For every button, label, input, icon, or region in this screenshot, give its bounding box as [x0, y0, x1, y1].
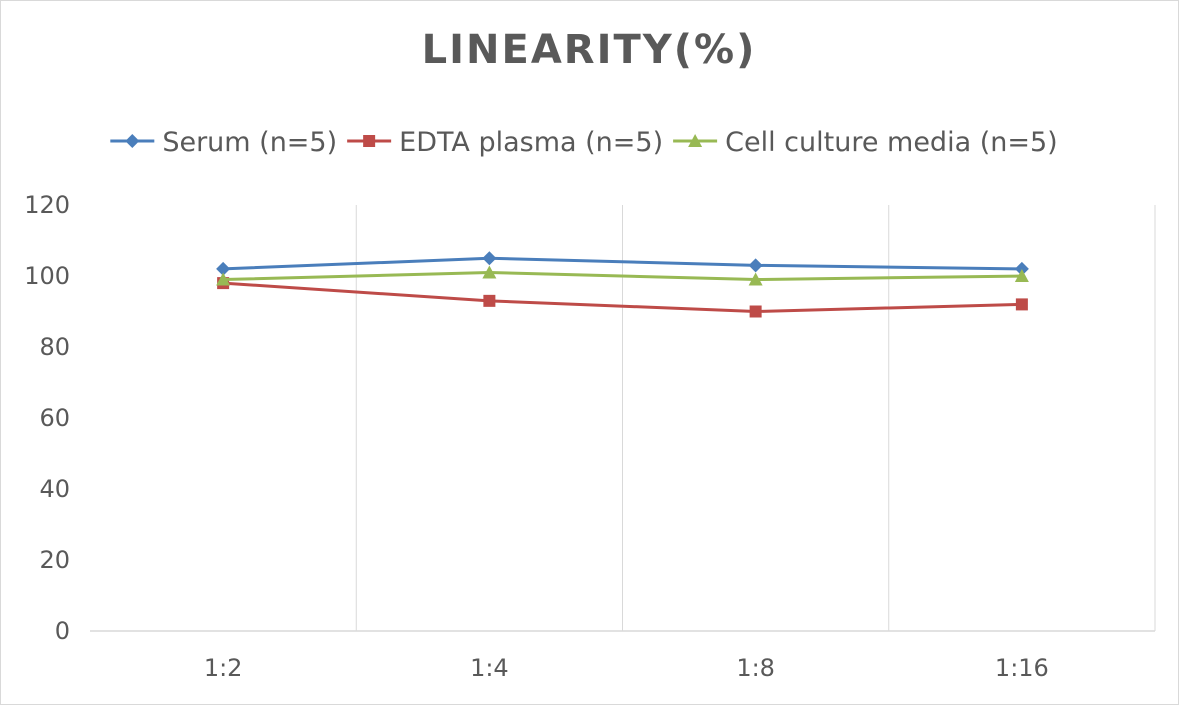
- x-tick-label: 1:2: [204, 654, 243, 682]
- series-line: [223, 270, 1022, 282]
- legend-item: EDTA plasma (n=5): [347, 127, 663, 158]
- data-point: [749, 305, 762, 318]
- data-point: [216, 272, 231, 286]
- data-point: [748, 258, 763, 273]
- legend-marker: [125, 134, 140, 148]
- y-tick-label: 20: [39, 546, 70, 574]
- legend-item: Serum (n=5): [110, 127, 337, 158]
- data-point: [216, 261, 231, 276]
- y-tick-label: 120: [24, 191, 70, 219]
- legend-label: EDTA plasma (n=5): [399, 127, 663, 158]
- legend-item: Cell culture media (n=5): [673, 127, 1058, 158]
- data-point: [1014, 261, 1029, 276]
- series-edta: [217, 277, 1028, 318]
- series-serum: [216, 251, 1029, 276]
- y-tick-label: 100: [24, 262, 70, 290]
- data-point: [483, 294, 496, 307]
- data-point: [482, 251, 497, 266]
- x-tick-label: 1:16: [995, 654, 1049, 682]
- y-tick-label: 60: [39, 404, 70, 432]
- legend-label: Serum (n=5): [162, 127, 337, 158]
- data-point: [482, 265, 497, 279]
- legend: Serum (n=5) EDTA plasma (n=5) Cell culture…: [110, 127, 1058, 158]
- y-axis: 0 20 40 60 80 100 120: [24, 191, 70, 645]
- data-point: [1015, 298, 1028, 311]
- series-line: [223, 281, 1022, 313]
- y-tick-label: 40: [39, 475, 70, 503]
- x-tick-label: 1:4: [470, 654, 509, 682]
- y-tick-label: 0: [55, 617, 70, 645]
- x-tick-label: 1:8: [736, 654, 775, 682]
- series-cell: [216, 265, 1029, 286]
- legend-marker: [363, 135, 376, 147]
- data-point: [1014, 269, 1029, 282]
- legend-label: Cell culture media (n=5): [725, 127, 1058, 158]
- series-line: [223, 256, 1022, 271]
- chart-title: LINEARITY(%): [422, 27, 757, 73]
- legend-marker: [688, 134, 703, 147]
- x-axis: 1:2 1:4 1:8 1:16: [204, 654, 1049, 682]
- series-group: [216, 251, 1029, 318]
- y-tick-label: 80: [39, 333, 70, 361]
- data-point: [748, 272, 763, 286]
